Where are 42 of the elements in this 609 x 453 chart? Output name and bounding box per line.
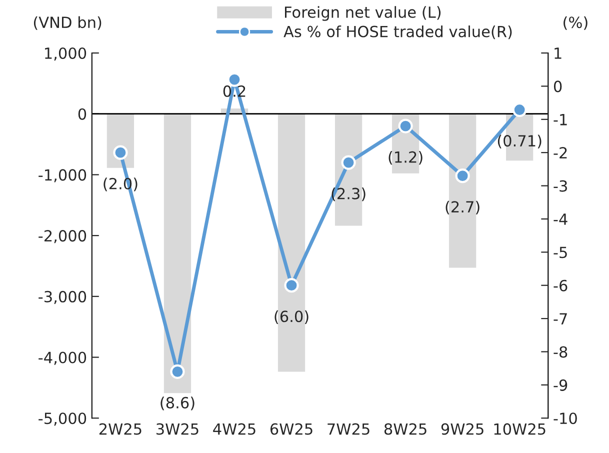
y2-tick-label: 1 [554, 48, 562, 59]
data-label: (8.6) [160, 396, 194, 410]
x-tick-label: 3W25 [156, 423, 198, 435]
point [398, 118, 413, 134]
x-tick-label: 4W25 [213, 423, 256, 435]
y2-tick-label: 0 [554, 80, 562, 92]
point [113, 145, 128, 160]
y-tick-label: 0 [78, 108, 86, 120]
legend-label: As % of HOSE traded value(R) [284, 25, 512, 40]
point [455, 168, 470, 184]
x-tick-label: 6W25 [270, 423, 312, 435]
y-tick-label: -1,000 [38, 169, 86, 182]
y2-tick-label: -10 [554, 412, 577, 424]
y2-tick-label: -8 [554, 346, 568, 358]
y2-tick-label: -9 [554, 379, 568, 391]
data-label: (0.71) [498, 134, 542, 148]
y2-tick-label: -2 [554, 147, 567, 158]
y-tick-label: -2,000 [38, 230, 86, 244]
legend-label: Foreign net value (L) [284, 6, 441, 21]
y-tick-label: -5,000 [38, 412, 86, 426]
x-tick-label: 7W25 [328, 423, 370, 435]
y-tick-label: 1,000 [45, 47, 86, 61]
point [341, 155, 356, 170]
y2-tick-label: -6 [554, 280, 568, 292]
y-tick-label: -3,000 [38, 290, 86, 304]
y2-tick-label: -7 [554, 313, 567, 324]
y2-axis-title: (%) [564, 16, 588, 30]
x-tick-label: 8W25 [384, 423, 426, 435]
y-tick-label: -4,000 [38, 352, 86, 365]
point [170, 364, 185, 379]
data-label: (2.7) [446, 200, 480, 214]
y2-tick-label: -4 [554, 214, 568, 225]
x-tick-label: 9W25 [441, 423, 484, 435]
y-axis-title: (VND bn) [34, 16, 102, 30]
y2-tick-label: -1 [554, 114, 567, 126]
data-label: (6.0) [274, 310, 308, 324]
x-tick-label: 2W25 [99, 423, 142, 435]
y2-tick-label: -5 [554, 246, 567, 258]
point [284, 278, 299, 293]
data-label: (1.2) [388, 151, 422, 165]
y2-tick-label: -3 [554, 180, 567, 192]
x-tick-label: 10W25 [494, 423, 546, 435]
